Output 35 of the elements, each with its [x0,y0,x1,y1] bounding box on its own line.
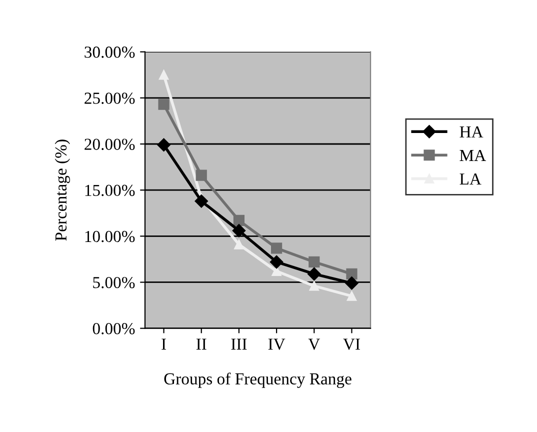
point [271,242,282,254]
y-axis-title: Percentage (%) [54,140,70,241]
x-tick-label: IV [268,338,286,350]
point [194,194,208,208]
point [233,214,245,226]
x-tick-label: I [162,338,166,350]
point [234,240,244,250]
point [232,224,246,238]
point [158,98,170,110]
point [308,267,321,281]
y-tick-label: 0.00% [92,323,135,334]
y-tick-label: 30.00% [84,46,135,58]
x-axis-title: Groups of Frequency Range [164,372,352,388]
point [308,256,320,268]
point [272,266,282,276]
y-tick-label: 20.00% [84,138,135,150]
x-tick-label: III [231,338,247,350]
point [309,281,320,291]
point [196,170,207,181]
y-tick-label: 15.00% [85,184,135,196]
x-tick-label: VI [343,338,360,350]
legend-label: HA [460,126,484,138]
y-tick-label: 25.00% [84,92,135,104]
point [346,268,358,280]
point [157,138,170,152]
point [270,255,284,269]
legend-label: LA [460,174,482,185]
point [345,276,358,290]
legend-label: MA [460,150,486,161]
point [346,291,357,301]
x-tick-label: II [196,338,206,350]
y-tick-label: 10.00% [85,230,135,242]
x-tick-label: V [308,338,320,350]
y-tick-label: 5.00% [93,276,135,288]
point [158,70,169,80]
